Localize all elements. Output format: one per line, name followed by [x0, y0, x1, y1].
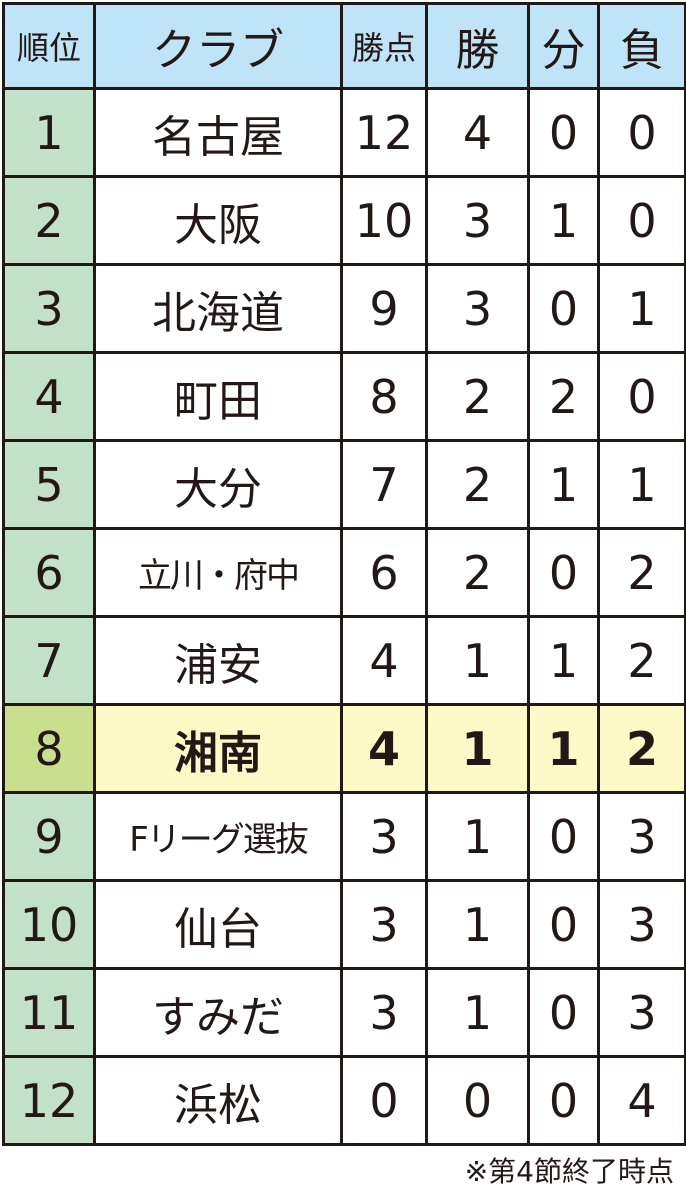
points-cell: 4: [340, 703, 428, 794]
draws-cell: 0: [527, 527, 600, 618]
table-row: 1 名古屋 12 4 0 0: [2, 87, 686, 178]
table-row: 7 浦安 4 1 1 2: [2, 615, 686, 706]
rank-cell: 1: [2, 87, 96, 178]
points-cell: 3: [340, 879, 428, 970]
losses-cell: 0: [597, 175, 686, 266]
table-row: 10 仙台 3 1 0 3: [2, 879, 686, 970]
points-cell: 3: [340, 967, 428, 1058]
table-row: 6 立川・府中 6 2 0 2: [2, 527, 686, 618]
club-cell: 立川・府中: [93, 527, 343, 618]
header-club: クラブ: [93, 2, 343, 90]
standings-table: 順位 クラブ 勝点 勝 分 負 1 名古屋 12 4 0 0 2 大阪 10 3 1 0 3 北海道 9 3 0…: [2, 2, 686, 1146]
club-cell: Fリーグ選抜: [93, 791, 343, 882]
rank-cell: 12: [2, 1055, 96, 1146]
draws-cell: 0: [527, 791, 600, 882]
rank-cell: 7: [2, 615, 96, 706]
club-cell: 浜松: [93, 1055, 343, 1146]
draws-cell: 0: [527, 967, 600, 1058]
points-cell: 8: [340, 351, 428, 442]
losses-cell: 0: [597, 351, 686, 442]
table-row: 4 町田 8 2 2 0: [2, 351, 686, 442]
club-cell: すみだ: [93, 967, 343, 1058]
club-cell: 名古屋: [93, 87, 343, 178]
draws-cell: 0: [527, 1055, 600, 1146]
table-row: 3 北海道 9 3 0 1: [2, 263, 686, 354]
draws-cell: 0: [527, 879, 600, 970]
draws-cell: 1: [527, 439, 600, 530]
rank-cell: 10: [2, 879, 96, 970]
losses-cell: 2: [597, 703, 686, 794]
wins-cell: 2: [425, 439, 530, 530]
rank-cell: 5: [2, 439, 96, 530]
points-cell: 4: [340, 615, 428, 706]
losses-cell: 1: [597, 263, 686, 354]
losses-cell: 3: [597, 879, 686, 970]
wins-cell: 1: [425, 879, 530, 970]
wins-cell: 1: [425, 791, 530, 882]
footnote: ※第4節終了時点: [464, 1155, 674, 1188]
losses-cell: 0: [597, 87, 686, 178]
losses-cell: 2: [597, 615, 686, 706]
wins-cell: 2: [425, 351, 530, 442]
rank-cell: 11: [2, 967, 96, 1058]
points-cell: 7: [340, 439, 428, 530]
points-cell: 3: [340, 791, 428, 882]
club-cell: 北海道: [93, 263, 343, 354]
table-row: 2 大阪 10 3 1 0: [2, 175, 686, 266]
wins-cell: 1: [425, 703, 530, 794]
club-cell: 大分: [93, 439, 343, 530]
wins-cell: 2: [425, 527, 530, 618]
rank-cell: 9: [2, 791, 96, 882]
header-row: 順位 クラブ 勝点 勝 分 負: [2, 2, 686, 90]
points-cell: 9: [340, 263, 428, 354]
club-cell: 浦安: [93, 615, 343, 706]
draws-cell: 1: [527, 615, 600, 706]
club-cell: 町田: [93, 351, 343, 442]
table-row: 5 大分 7 2 1 1: [2, 439, 686, 530]
club-cell: 大阪: [93, 175, 343, 266]
draws-cell: 1: [527, 175, 600, 266]
draws-cell: 2: [527, 351, 600, 442]
rank-cell: 3: [2, 263, 96, 354]
club-cell: 仙台: [93, 879, 343, 970]
header-wins: 勝: [425, 2, 530, 90]
rank-cell: 8: [2, 703, 96, 794]
points-cell: 12: [340, 87, 428, 178]
table-row: 9 Fリーグ選抜 3 1 0 3: [2, 791, 686, 882]
losses-cell: 3: [597, 967, 686, 1058]
draws-cell: 0: [527, 263, 600, 354]
rank-cell: 6: [2, 527, 96, 618]
points-cell: 10: [340, 175, 428, 266]
losses-cell: 2: [597, 527, 686, 618]
club-cell: 湘南: [93, 703, 343, 794]
header-losses: 負: [597, 2, 686, 90]
draws-cell: 0: [527, 87, 600, 178]
losses-cell: 3: [597, 791, 686, 882]
rank-cell: 2: [2, 175, 96, 266]
wins-cell: 3: [425, 263, 530, 354]
draws-cell: 1: [527, 703, 600, 794]
table-row: 11 すみだ 3 1 0 3: [2, 967, 686, 1058]
table-row: 8 湘南 4 1 1 2: [2, 703, 686, 794]
losses-cell: 4: [597, 1055, 686, 1146]
losses-cell: 1: [597, 439, 686, 530]
rank-cell: 4: [2, 351, 96, 442]
wins-cell: 1: [425, 615, 530, 706]
wins-cell: 4: [425, 87, 530, 178]
wins-cell: 0: [425, 1055, 530, 1146]
header-points: 勝点: [340, 2, 428, 90]
table-row: 12 浜松 0 0 0 4: [2, 1055, 686, 1146]
wins-cell: 3: [425, 175, 530, 266]
header-draws: 分: [527, 2, 600, 90]
header-rank: 順位: [2, 2, 96, 90]
points-cell: 0: [340, 1055, 428, 1146]
points-cell: 6: [340, 527, 428, 618]
wins-cell: 1: [425, 967, 530, 1058]
